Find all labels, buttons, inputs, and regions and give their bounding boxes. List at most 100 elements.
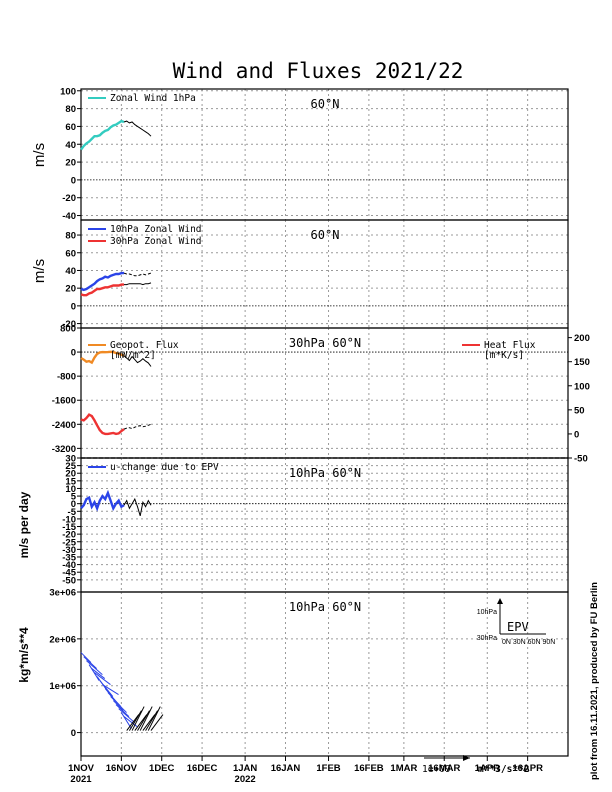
y-tick-label: 0 xyxy=(71,728,76,739)
legend-label: Geopot. Flux xyxy=(110,340,179,351)
y-tick-label: -50 xyxy=(62,575,76,586)
y-tick-label: 30 xyxy=(65,454,76,465)
epv-arrow xyxy=(118,708,135,723)
inset-level-top: 10hPa xyxy=(477,609,497,616)
y-tick-label: 80 xyxy=(65,231,76,242)
x-tick-label: 1FEB xyxy=(316,763,340,774)
epv-arrow xyxy=(131,706,145,731)
epv-arrow xyxy=(129,710,142,731)
series-line xyxy=(80,413,125,436)
y-tick-label: 15 xyxy=(65,476,76,487)
y-tick-label: -30 xyxy=(62,545,76,556)
epv-arrow xyxy=(145,710,159,731)
y-tick-label: -40 xyxy=(62,560,76,571)
legend-label: 30hPa Zonal Wind xyxy=(110,236,202,247)
panel-2: -20 0 20 40 60 80 60°N m/s 10hPa Zonal Wind30hPa… xyxy=(31,219,569,330)
panel-5: 0 1e+06 2e+06 3e+06 10hPa 60°N kg*m/s**4 EPV 10… xyxy=(17,588,569,757)
x-axis: 1NOV 16NOV 1DEC 16DEC 1JAN 16JAN 1FEB 16FEB 1MAR… xyxy=(68,756,543,785)
epv-arrow xyxy=(88,664,100,681)
x-tick-label: 16NOV xyxy=(106,763,138,774)
y-tick-label: 20 xyxy=(65,158,76,169)
legend-label: Zonal Wind 1hPa xyxy=(110,93,196,104)
series-line xyxy=(80,489,125,512)
y-tick-label: 1e+06 xyxy=(49,681,76,692)
y-tick-label: 80 xyxy=(65,104,76,115)
epv-arrow xyxy=(112,700,124,711)
y-tick-label: -25 xyxy=(62,537,76,548)
series-line xyxy=(80,283,124,297)
epv-arrow xyxy=(99,680,114,697)
y-tick-label: -3200 xyxy=(52,444,76,455)
x-tick-label: 1NOV xyxy=(68,763,95,774)
inset-label: EPV xyxy=(507,620,529,634)
y-tick-label: 60 xyxy=(65,248,76,259)
epv-arrow xyxy=(80,652,92,663)
panel-title: 10hPa 60°N xyxy=(289,466,361,480)
figure-title: Wind and Fluxes 2021/22 xyxy=(173,59,464,83)
inset-lat-labels: 0N 30N 60N 90N xyxy=(502,639,555,646)
scale-label: 1e+09 xyxy=(422,764,451,775)
series-line xyxy=(80,271,124,292)
y-tick-label: 800 xyxy=(60,324,76,335)
y2-tick-label: 50 xyxy=(574,405,585,416)
panel-4: -50-45-40-35-30-25-20-15-10-505101520253… xyxy=(17,454,569,593)
y-tick-label: 5 xyxy=(71,492,77,503)
x-tick-label: 16JAN xyxy=(271,763,301,774)
epv-arrow xyxy=(150,714,164,731)
x-tick-label: 16FEB xyxy=(354,763,384,774)
epv-arrow xyxy=(94,672,111,685)
y-tick-label: -20 xyxy=(62,530,76,541)
epv-arrow xyxy=(139,706,153,731)
epv-arrow xyxy=(115,704,130,717)
series-line xyxy=(123,272,152,277)
y-tick-label: 0 xyxy=(71,348,76,359)
y-tick-label: 20 xyxy=(65,469,76,480)
y-tick-label: 3e+06 xyxy=(49,588,76,599)
epv-arrow xyxy=(134,714,148,731)
y-axis-label: m/s per day xyxy=(17,491,31,558)
x-tick-label: 1JAN xyxy=(233,763,257,774)
inset-level-bottom: 30hPa xyxy=(477,635,497,642)
y-tick-label: 2e+06 xyxy=(49,634,76,645)
y-tick-label: 10 xyxy=(65,484,76,495)
x-year-label: 2022 xyxy=(235,774,256,785)
epv-arrow xyxy=(83,656,98,669)
epv-arrow xyxy=(142,714,156,731)
epv-arrow xyxy=(102,684,119,695)
y-tick-label: 60 xyxy=(65,122,76,133)
panel-frame xyxy=(80,591,569,757)
epv-arrow xyxy=(126,714,140,731)
epv-arrow xyxy=(110,696,127,713)
inset-arrow-head xyxy=(497,598,503,604)
x-tick-label: 1DEC xyxy=(149,763,174,774)
y-tick-label: 0 xyxy=(71,301,76,312)
y2-tick-label: 100 xyxy=(574,381,590,392)
series-line xyxy=(123,423,152,430)
scale-arrow-head xyxy=(463,755,470,761)
series-line xyxy=(123,355,152,367)
panel-3: -3200 -2400 -1600 -800 0 800 -50 0 50 100 150 200 30… xyxy=(52,324,590,465)
y-tick-label: 0 xyxy=(71,499,76,510)
y2-tick-label: 200 xyxy=(574,333,590,344)
series-line xyxy=(80,119,125,151)
x-tick-label: 16MAR xyxy=(428,763,460,774)
x-year-label: 2021 xyxy=(70,774,92,785)
panel-title: 60°N xyxy=(311,228,340,242)
y-tick-label: 40 xyxy=(65,140,76,151)
y-tick-label: -20 xyxy=(62,193,76,204)
y-tick-label: 20 xyxy=(65,284,76,295)
epv-arrow xyxy=(86,660,103,675)
y2-tick-label: -50 xyxy=(574,454,588,465)
series-line xyxy=(123,120,152,137)
series-line xyxy=(80,350,125,365)
y-tick-label: -20 xyxy=(62,319,76,330)
credit-text: plot from 16.11.2021, produced by FU Ber… xyxy=(589,582,600,780)
y-tick-label: -1600 xyxy=(52,396,76,407)
legend-label-units: [mW/m^2] xyxy=(110,350,156,361)
y-tick-label: 40 xyxy=(65,266,76,277)
y-tick-label: 25 xyxy=(65,461,76,472)
y2-tick-label: 0 xyxy=(574,429,579,440)
series-line xyxy=(123,497,152,517)
legend-label: u-change due to EPV xyxy=(110,462,219,473)
legend-label: 10hPa Zonal Wind xyxy=(110,224,202,235)
